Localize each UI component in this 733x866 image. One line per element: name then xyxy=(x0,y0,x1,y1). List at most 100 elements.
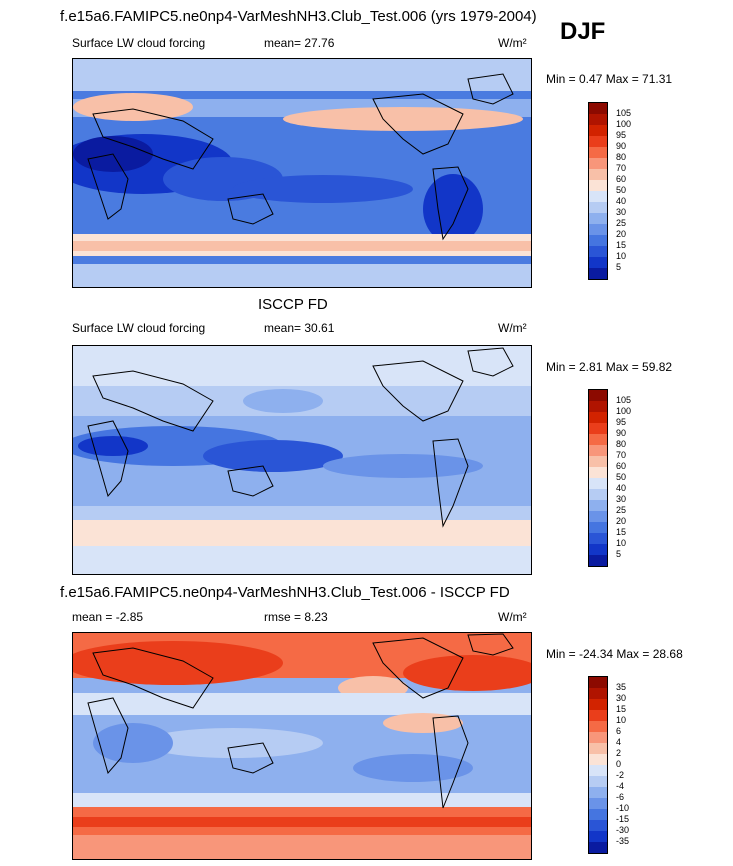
panel3-units: W/m² xyxy=(498,610,527,624)
panel2-map xyxy=(72,345,532,575)
panel2-colorbar-tick: 95 xyxy=(616,417,627,427)
panel3-colorbar-tick: 30 xyxy=(616,693,627,703)
panel3-colorbar xyxy=(588,676,608,854)
panel1-map-field xyxy=(73,59,531,287)
panel3-colorbar-tick: -2 xyxy=(616,770,625,780)
panel1-colorbar-tick: 40 xyxy=(616,196,627,206)
panel1-colorbar-swatch xyxy=(589,114,607,125)
panel2-units: W/m² xyxy=(498,321,527,335)
panel3-colorbar-swatch xyxy=(589,842,607,853)
panel3-minmax: Min = -24.34 Max = 28.68 xyxy=(546,647,683,661)
panel3-colorbar-swatch xyxy=(589,688,607,699)
panel3-colorbar-tick: 6 xyxy=(616,726,622,736)
panel1-colorbar-tick: 80 xyxy=(616,152,627,162)
panel2-colorbar-swatch xyxy=(589,434,607,445)
panel1-colorbar-tick: 90 xyxy=(616,141,627,151)
panel3-colorbar-tick: -4 xyxy=(616,781,625,791)
panel3-colorbar-tick: -15 xyxy=(616,814,630,824)
panel1-minmax: Min = 0.47 Max = 71.31 xyxy=(546,72,673,86)
panel2-colorbar-tick: 60 xyxy=(616,461,627,471)
panel2-colorbar-swatch xyxy=(589,445,607,456)
panel1-colorbar-tick: 5 xyxy=(616,262,622,272)
panel2-colorbar-swatch xyxy=(589,478,607,489)
panel3-colorbar-swatch xyxy=(589,787,607,798)
panel3-colorbar-swatch xyxy=(589,743,607,754)
panel1-colorbar-swatch xyxy=(589,268,607,279)
panel2-colorbar-swatch xyxy=(589,511,607,522)
panel1-colorbar-swatch xyxy=(589,158,607,169)
panel3-colorbar-tick: 2 xyxy=(616,748,622,758)
panel2-title: ISCCP FD xyxy=(258,296,328,313)
panel1-colorbar-swatch xyxy=(589,257,607,268)
panel2-colorbar-swatch xyxy=(589,522,607,533)
panel1-colorbar-tick: 20 xyxy=(616,229,627,239)
panel2-colorbar xyxy=(588,389,608,567)
season-label: DJF xyxy=(560,18,606,45)
panel3-title: f.e15a6.FAMIPC5.ne0np4-VarMeshNH3.Club_T… xyxy=(60,584,510,601)
panel1-colorbar xyxy=(588,102,608,280)
panel2-colorbar-tick: 20 xyxy=(616,516,627,526)
panel1-colorbar-tick: 15 xyxy=(616,240,627,250)
panel1-colorbar-tick: 30 xyxy=(616,207,627,217)
panel2-colorbar-swatch xyxy=(589,423,607,434)
panel3-colorbar-swatch xyxy=(589,710,607,721)
panel3-colorbar-swatch xyxy=(589,776,607,787)
panel1-colorbar-swatch xyxy=(589,147,607,158)
panel3-colorbar-swatch xyxy=(589,820,607,831)
panel3-colorbar-swatch xyxy=(589,765,607,776)
panel3-colorbar-tick: 35 xyxy=(616,682,627,692)
panel2-colorbar-swatch xyxy=(589,412,607,423)
panel1-variable-label: Surface LW cloud forcing xyxy=(72,36,206,50)
panel2-colorbar-swatch xyxy=(589,467,607,478)
panel3-colorbar-swatch xyxy=(589,721,607,732)
panel1-colorbar-swatch xyxy=(589,213,607,224)
panel1-units: W/m² xyxy=(498,36,527,50)
panel3-colorbar-swatch xyxy=(589,699,607,710)
panel2-colorbar-tick: 100 xyxy=(616,406,632,416)
panel1-colorbar-tick: 70 xyxy=(616,163,627,173)
panel2-minmax: Min = 2.81 Max = 59.82 xyxy=(546,360,673,374)
panel2-colorbar-tick: 40 xyxy=(616,483,627,493)
panel2-colorbar-swatch xyxy=(589,489,607,500)
panel1-colorbar-tick: 95 xyxy=(616,130,627,140)
panel1-colorbar-tick: 50 xyxy=(616,185,627,195)
panel2-colorbar-tick: 5 xyxy=(616,549,622,559)
panel3-colorbar-tick: 15 xyxy=(616,704,627,714)
panel1-colorbar-swatch xyxy=(589,202,607,213)
panel1-map xyxy=(72,58,532,288)
panel2-variable-label: Surface LW cloud forcing xyxy=(72,321,206,335)
panel2-colorbar-tick: 80 xyxy=(616,439,627,449)
panel1-colorbar-swatch xyxy=(589,180,607,191)
panel1-colorbar-swatch xyxy=(589,125,607,136)
panel1-colorbar-tick: 60 xyxy=(616,174,627,184)
panel1-colorbar-swatch xyxy=(589,224,607,235)
panel3-colorbar-tick: -6 xyxy=(616,792,625,802)
panel2-map-field xyxy=(73,346,531,574)
panel2-colorbar-swatch xyxy=(589,401,607,412)
panel2-mean-label: mean= 30.61 xyxy=(264,321,335,335)
panel2-colorbar-tick: 50 xyxy=(616,472,627,482)
panel3-colorbar-swatch xyxy=(589,754,607,765)
panel1-colorbar-tick: 10 xyxy=(616,251,627,261)
panel1-colorbar-tick: 105 xyxy=(616,108,632,118)
panel1-colorbar-swatch xyxy=(589,169,607,180)
panel2-colorbar-swatch xyxy=(589,390,607,401)
panel1-mean-label: mean= 27.76 xyxy=(264,36,335,50)
panel1-colorbar-swatch xyxy=(589,191,607,202)
panel3-colorbar-swatch xyxy=(589,831,607,842)
panel2-colorbar-tick: 25 xyxy=(616,505,627,515)
panel3-colorbar-swatch xyxy=(589,677,607,688)
panel3-colorbar-swatch xyxy=(589,809,607,820)
panel3-map-field xyxy=(73,633,531,859)
panel1-colorbar-tick: 100 xyxy=(616,119,632,129)
panel1-title: f.e15a6.FAMIPC5.ne0np4-VarMeshNH3.Club_T… xyxy=(60,8,537,25)
panel3-colorbar-tick: -10 xyxy=(616,803,630,813)
panel3-colorbar-tick: 4 xyxy=(616,737,622,747)
panel2-colorbar-tick: 15 xyxy=(616,527,627,537)
panel3-colorbar-tick: -35 xyxy=(616,836,630,846)
panel2-colorbar-swatch xyxy=(589,533,607,544)
panel2-colorbar-swatch xyxy=(589,500,607,511)
panel2-colorbar-swatch xyxy=(589,555,607,566)
panel3-colorbar-swatch xyxy=(589,798,607,809)
panel2-colorbar-tick: 10 xyxy=(616,538,627,548)
